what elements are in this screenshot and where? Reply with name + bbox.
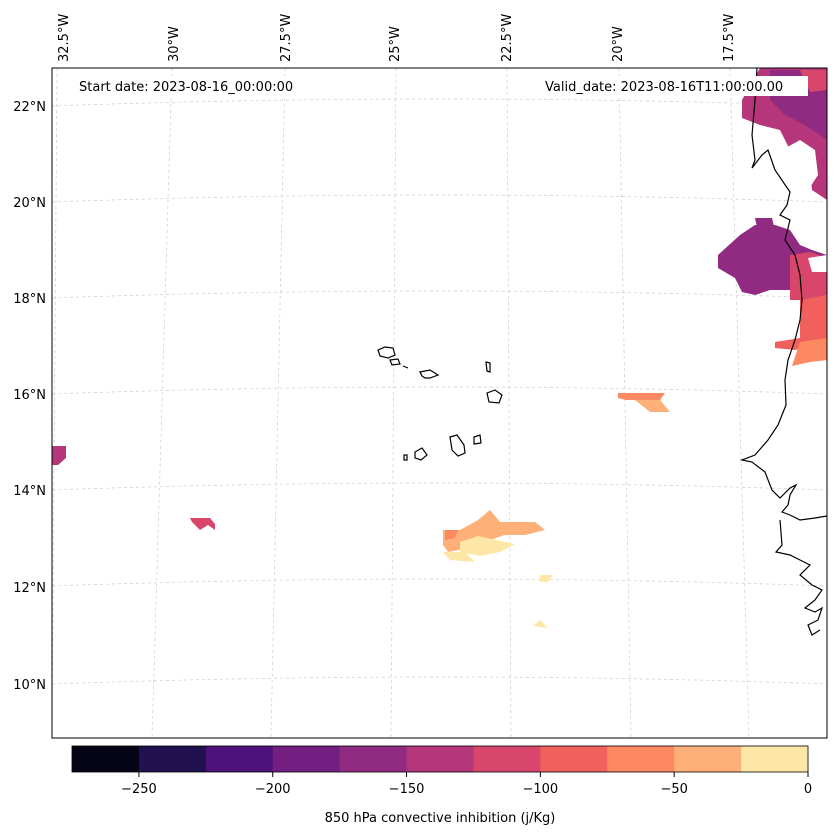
parallel-14n <box>51 482 828 491</box>
lon-label: 25°W <box>388 26 403 62</box>
island-maio <box>473 434 482 445</box>
island-sal <box>485 361 491 373</box>
cin-contours <box>52 68 827 628</box>
colorbar <box>72 746 809 772</box>
valid-label-bg <box>540 76 808 96</box>
colorbar-tick-label: −250 <box>121 782 157 797</box>
lat-label: 16°N <box>13 388 46 403</box>
latitude-labels: 22°N 20°N 18°N 16°N 14°N 12°N 10°N <box>13 100 46 693</box>
cin-patch-west <box>52 446 66 465</box>
lon-label: 22.5°W <box>500 14 515 62</box>
colorbar-tick-label: −50 <box>660 782 687 797</box>
parallel-16n <box>51 386 828 395</box>
island-fogo <box>414 447 428 461</box>
lon-label: 30°W <box>167 26 182 62</box>
lat-label: 10°N <box>13 678 46 693</box>
island-sao-nicolau <box>419 369 440 379</box>
start-label-bg <box>73 76 311 96</box>
cin-patch-29w <box>190 518 215 530</box>
cin-patch-20w-light <box>635 400 670 412</box>
colorbar-segment <box>205 746 274 772</box>
colorbar-segment <box>406 746 474 772</box>
lon-label: 20°W <box>611 26 626 62</box>
colorbar-frame <box>71 745 809 773</box>
island-brava <box>403 454 408 461</box>
island-boa-vista <box>486 389 503 404</box>
start-date-label: Start date: 2023-08-16_00:00:00 <box>79 80 293 95</box>
cin-patch-11n <box>533 620 548 628</box>
africa-coastline <box>739 67 828 521</box>
colorbar-tick-label: −200 <box>255 782 291 797</box>
colorbar-segment <box>272 746 341 772</box>
cin-patch-12n <box>540 575 553 582</box>
cin-patch-23w-yellow <box>460 536 515 556</box>
cin-region-hole-2 <box>808 255 827 272</box>
cin-patch-23w-yellow-2 <box>443 552 475 562</box>
colorbar-segment <box>607 746 675 772</box>
meridian-20w <box>618 67 632 739</box>
lat-label: 22°N <box>13 100 46 115</box>
colorbar-segment <box>741 746 809 772</box>
meridian-22-5w <box>506 67 512 739</box>
parallel-22n <box>51 98 828 107</box>
parallel-10n <box>51 676 828 685</box>
cin-region-north-light <box>800 70 827 92</box>
colorbar-tick-label: −150 <box>389 782 425 797</box>
colorbar-segment <box>138 746 207 772</box>
longitude-labels: 32.5°W 30°W 27.5°W 25°W 22.5°W 20°W 17.5°W <box>57 14 737 62</box>
lat-label: 18°N <box>13 292 46 307</box>
colorbar-tick-label: 0 <box>804 782 812 797</box>
cin-region-hole <box>780 140 818 198</box>
map-frame <box>51 67 828 739</box>
island-sao-vicente <box>389 358 401 366</box>
parallel-18n <box>51 290 828 299</box>
colorbar-segment <box>674 746 742 772</box>
meridian-25w <box>390 67 397 739</box>
cin-patch-20w <box>618 393 665 400</box>
lon-label: 17.5°W <box>722 14 737 62</box>
colorbar-segment <box>72 746 140 772</box>
colorbar-tick-label: −100 <box>523 782 559 797</box>
colorbar-segment <box>540 746 608 772</box>
valid-date-label: Valid_date: 2023-08-16T11:00:00.00 <box>545 80 783 95</box>
lat-label: 20°N <box>13 196 46 211</box>
lon-label: 27.5°W <box>279 14 294 62</box>
meridian-30w <box>151 67 173 739</box>
parallel-20n <box>51 194 828 203</box>
meridian-32-5w <box>51 67 58 739</box>
island-santa-luzia <box>402 365 409 369</box>
colorbar-segment <box>339 746 408 772</box>
cin-region-south-orange <box>792 338 827 366</box>
meridian-17-5w <box>729 67 750 739</box>
cin-region-south-coast <box>775 295 827 350</box>
cin-region-small-north <box>755 218 775 232</box>
lat-label: 14°N <box>13 484 46 499</box>
island-santiago <box>449 434 466 457</box>
island-santo-antao <box>377 346 396 359</box>
colorbar-ticks: −250 −200 −150 −100 −50 0 <box>121 772 812 797</box>
colorbar-segment <box>473 746 541 772</box>
lon-label: 32.5°W <box>57 14 72 62</box>
cin-patch-23w-red <box>445 530 458 540</box>
meridian-27-5w <box>270 67 286 739</box>
coastlines <box>377 67 828 636</box>
africa-coastline-south <box>774 519 824 636</box>
colorbar-label: 850 hPa convective inhibition (j/Kg) <box>325 811 556 826</box>
parallel-12n <box>51 578 828 587</box>
graticule <box>51 67 828 739</box>
lat-label: 12°N <box>13 581 46 596</box>
